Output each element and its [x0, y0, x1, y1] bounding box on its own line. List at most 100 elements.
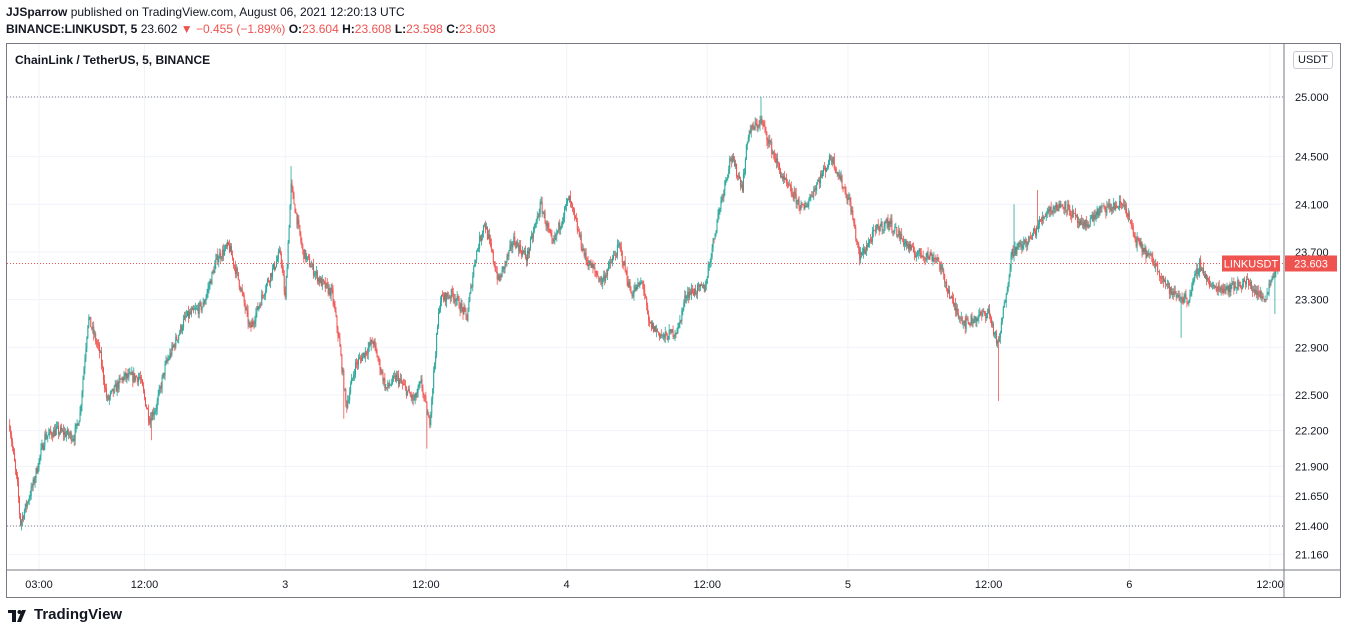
author-name[interactable]: JJSparrow: [6, 5, 68, 19]
candle-up: [526, 250, 528, 261]
candle-up: [110, 390, 112, 393]
candle-down: [1073, 210, 1075, 214]
candle-down: [752, 124, 754, 127]
candle-up: [1268, 283, 1270, 293]
candle-down: [223, 249, 225, 256]
candle-down: [785, 178, 787, 183]
candle-up: [832, 157, 834, 164]
candle-up: [1142, 248, 1144, 252]
candle-up: [202, 302, 204, 307]
candle-down: [447, 296, 449, 298]
candle-down: [426, 401, 428, 415]
x-tick-label: 12:00: [1256, 579, 1284, 591]
candle-down: [1164, 280, 1166, 284]
candle-up: [851, 210, 853, 213]
candle-down: [766, 132, 768, 141]
candle-up: [1217, 285, 1219, 292]
candle-down: [1244, 279, 1246, 282]
candle-up: [1162, 276, 1164, 279]
candle-down: [1092, 214, 1094, 221]
candle-down: [946, 282, 948, 289]
candle-down: [192, 307, 194, 310]
candle-down: [117, 382, 119, 389]
candle-down: [753, 126, 755, 130]
candle-down: [570, 201, 572, 205]
candle-up: [721, 196, 723, 201]
candle-down: [1087, 223, 1089, 228]
candle-up: [838, 174, 840, 176]
candle-up: [82, 379, 84, 393]
candle-down: [971, 315, 973, 324]
candle-up: [745, 145, 747, 160]
candle-down: [337, 328, 339, 337]
candle-down: [1114, 202, 1116, 210]
candle-down: [630, 290, 632, 294]
candle-down: [281, 263, 283, 269]
candle-up: [1261, 295, 1263, 298]
candle-up: [711, 247, 713, 257]
candle-up: [1205, 274, 1207, 278]
candle-down: [238, 279, 240, 288]
candle-up: [1246, 278, 1248, 284]
tradingview-logo[interactable]: TradingView: [8, 606, 122, 623]
candle-down: [985, 314, 987, 319]
candle-up: [419, 381, 421, 386]
candle-down: [232, 258, 234, 266]
candle-up: [165, 360, 167, 365]
candle-down: [738, 175, 740, 179]
candle-up: [478, 248, 480, 249]
candle-up: [111, 388, 113, 391]
candle-up: [499, 275, 501, 281]
candle-down: [572, 207, 574, 211]
candle-up: [21, 516, 23, 521]
candle-up: [81, 392, 83, 406]
candle-down: [834, 168, 836, 170]
candle-up: [929, 253, 931, 259]
candle-up: [917, 251, 919, 254]
candle-down: [262, 294, 264, 296]
candle-down: [923, 256, 925, 259]
candle-down: [1120, 202, 1122, 205]
candle-down: [944, 273, 946, 283]
candle-up: [940, 265, 942, 270]
candle-up: [455, 300, 457, 302]
candle-up: [364, 351, 366, 358]
candle-down: [812, 196, 814, 198]
candle-up: [718, 209, 720, 214]
currency-button[interactable]: USDT: [1293, 51, 1333, 69]
candle-down: [1036, 227, 1038, 230]
candle-up: [890, 219, 892, 225]
candle-down: [228, 242, 230, 245]
candle-up: [1183, 297, 1185, 303]
candle-down: [64, 431, 66, 437]
candle-down: [462, 307, 464, 315]
candle-down: [869, 239, 871, 241]
candle-up: [884, 222, 886, 227]
candle-up: [348, 400, 350, 402]
candle-down: [1240, 284, 1242, 289]
candle-down: [713, 238, 715, 240]
candle-up: [817, 181, 819, 185]
candle-down: [1227, 286, 1229, 293]
candle-down: [786, 182, 788, 184]
candle-up: [728, 168, 730, 175]
candle-down: [380, 370, 382, 373]
candle-up: [1270, 281, 1272, 285]
candle-up: [1046, 212, 1048, 214]
candle-up: [274, 266, 276, 270]
candle-down: [649, 320, 651, 323]
candle-up: [1043, 216, 1045, 219]
candle-up: [88, 317, 90, 326]
candle-up: [605, 274, 607, 281]
candle-up: [131, 372, 133, 375]
candle-down: [1015, 247, 1017, 254]
candle-up: [684, 295, 686, 303]
candle-down: [376, 350, 378, 358]
candle-down: [341, 355, 343, 372]
candle-up: [1148, 253, 1150, 255]
candle-up: [349, 392, 351, 401]
candle-down: [651, 321, 653, 329]
candle-down: [375, 345, 377, 351]
candle-down: [494, 265, 496, 272]
